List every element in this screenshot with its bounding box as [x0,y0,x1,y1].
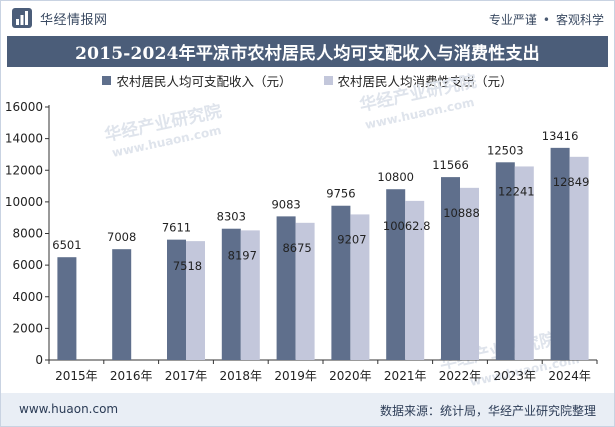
data-label-income: 7611 [162,221,191,235]
data-label-income: 13416 [542,129,579,143]
data-label-income: 10800 [377,170,414,184]
legend-label-income: 农村居民人均可支配收入（元） [116,73,292,89]
bar-income [386,189,406,360]
data-label-expense: 12241 [498,184,535,198]
legend-item-income: 农村居民人均可支配收入（元） [102,71,292,90]
bar-expense [240,230,260,360]
footer: www.huaon.com 数据来源：统计局，华经产业研究院整理 [1,393,614,426]
taglines: 专业严谨 • 客观科学 [489,11,604,28]
x-tick-label: 2019年 [274,369,317,383]
bar-expense [569,156,589,360]
data-label-income: 12503 [487,143,524,157]
top-bar: 华经情报网 专业严谨 • 客观科学 [1,1,614,35]
bar-expense [350,214,370,360]
data-label-income: 6501 [52,238,81,252]
legend-item-expense: 农村居民人均消费性支出（元） [323,71,513,90]
x-tick-label: 2022年 [439,369,482,383]
bar-income [441,177,460,360]
bar-income [550,147,570,360]
x-tick-label: 2015年 [55,369,98,383]
footer-url: www.huaon.com [19,402,119,416]
bar-income [331,205,351,360]
tagline-separator: • [542,12,550,27]
y-tick-label: 14000 [5,132,43,146]
brand-name: 华经情报网 [40,12,108,28]
data-label-expense: 12849 [553,175,590,189]
bar-income [221,228,241,360]
brand: 华经情报网 [11,7,108,29]
bar-expense [460,187,479,360]
data-label-income: 9756 [326,187,355,201]
tagline-objective: 客观科学 [555,13,604,27]
data-label-expense: 9207 [337,232,366,246]
bar-expense [405,200,425,360]
data-label-expense: 8197 [228,248,257,262]
legend-swatch-income [102,75,112,85]
y-tick-label: 8000 [12,227,43,241]
data-label-expense: 8675 [282,241,311,255]
y-tick-label: 16000 [5,100,43,114]
x-tick-label: 2021年 [384,369,427,383]
legend: 农村居民人均可支配收入（元） 农村居民人均消费性支出（元） [1,69,614,91]
data-label-income: 11566 [432,158,469,172]
x-tick-label: 2018年 [220,369,263,383]
y-tick-label: 2000 [12,321,43,335]
x-tick-label: 2023年 [494,369,537,383]
data-label-income: 7008 [107,230,136,244]
y-tick-label: 10000 [5,195,43,209]
y-tick-label: 4000 [12,290,43,304]
x-tick-label: 2024年 [548,369,591,383]
plot-area: 华经产业研究院www.huaon.com华经产业研究院www.huaon.com… [5,71,598,389]
brand-logo-icon [12,8,32,28]
y-tick-label: 6000 [12,258,43,272]
title-bar: 2015-2024年平凉市农村居民人均可支配收入与消费性支出 [7,36,608,67]
bar-income [112,249,132,360]
bar-income [57,257,77,360]
data-label-expense: 7518 [173,259,202,273]
x-tick-label: 2017年 [165,369,208,383]
data-label-expense: 10888 [443,206,480,220]
tagline-professional: 专业严谨 [488,13,537,27]
x-tick-label: 2020年 [329,369,372,383]
data-label-income: 9083 [271,197,300,211]
data-label-expense: 10062.8 [383,219,431,233]
y-tick-label: 12000 [5,163,43,177]
x-tick-label: 2016年 [110,369,153,383]
legend-swatch-expense [323,75,333,85]
data-label-income: 8303 [217,210,246,224]
bar-expense [295,222,315,360]
y-tick-label: 0 [35,353,43,367]
bar-income [276,216,296,360]
chart-title: 2015-2024年平凉市农村居民人均可支配收入与消费性支出 [75,44,540,64]
bar-income [167,239,186,360]
bar-expense [514,166,534,360]
bar-income [495,162,515,360]
legend-label-expense: 农村居民人均消费性支出（元） [337,73,513,89]
bar-expense [186,241,205,360]
footer-source: 数据来源：统计局，华经产业研究院整理 [379,404,596,418]
